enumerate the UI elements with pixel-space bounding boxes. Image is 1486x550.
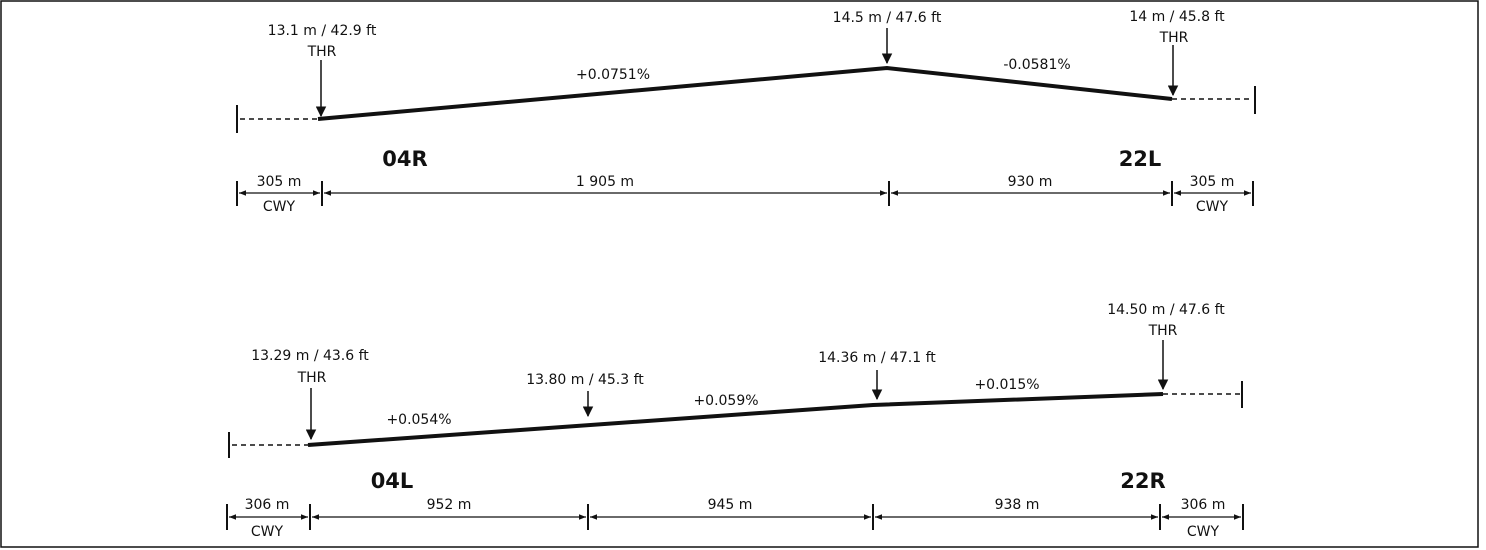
segment-length: 930 m	[1008, 174, 1053, 190]
clearway-label: CWY	[1187, 524, 1220, 540]
slope: +0.054%	[386, 412, 451, 428]
designator: 22L	[1119, 147, 1162, 171]
elevation: 14.50 m / 47.6 ft	[1107, 302, 1225, 318]
elevation: 13.29 m / 43.6 ft	[251, 348, 369, 364]
clearway-label: CWY	[251, 524, 284, 540]
segment-length: 1 905 m	[576, 174, 634, 190]
threshold-label: THR	[297, 370, 327, 386]
segment-length: 945 m	[708, 497, 753, 513]
runway-profile	[307, 392, 1164, 447]
elevation: 14.5 m / 47.6 ft	[833, 10, 942, 26]
slope: -0.0581%	[1003, 57, 1070, 73]
segment-length: 952 m	[427, 497, 472, 513]
segment-length: 306 m	[245, 497, 290, 513]
elevation: 14.36 m / 47.1 ft	[818, 350, 936, 366]
segment-length: 938 m	[995, 497, 1040, 513]
segment-length: 305 m	[1190, 174, 1235, 190]
runway-profile	[317, 65, 1173, 121]
elevation: 13.1 m / 42.9 ft	[268, 23, 377, 39]
segment-length: 305 m	[257, 174, 302, 190]
designator: 04L	[371, 469, 414, 493]
slope: +0.0751%	[576, 67, 650, 83]
clearway-label: CWY	[263, 199, 296, 215]
designator: 04R	[382, 147, 427, 171]
clearway-label: CWY	[1196, 199, 1229, 215]
slope: +0.059%	[693, 393, 758, 409]
profile-04R-22L: 13.1 m / 42.9 ft THR 14.5 m / 47.6 ft 14…	[236, 9, 1256, 215]
threshold-label: THR	[1148, 323, 1178, 339]
elevation: 13.80 m / 45.3 ft	[526, 372, 644, 388]
threshold-label: THR	[1159, 30, 1189, 46]
profile-04L-22R: 13.29 m / 43.6 ft THR 13.80 m / 45.3 ft …	[226, 302, 1244, 540]
elevation: 14 m / 45.8 ft	[1129, 9, 1225, 25]
threshold-label: THR	[307, 44, 337, 60]
segment-length: 306 m	[1181, 497, 1226, 513]
designator: 22R	[1120, 469, 1165, 493]
slope: +0.015%	[974, 377, 1039, 393]
